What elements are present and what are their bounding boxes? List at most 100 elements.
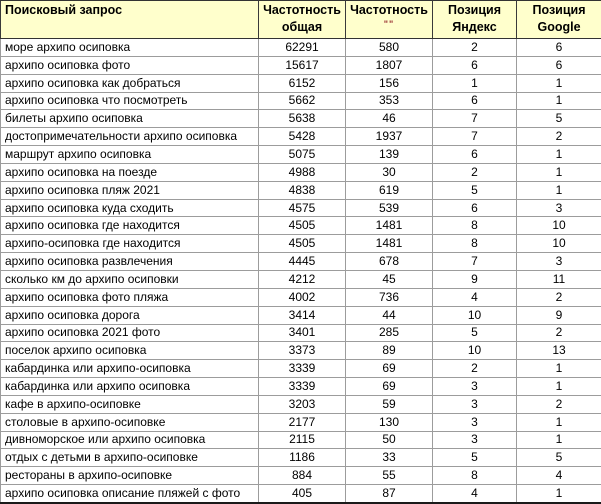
cell-frequency-total[interactable]: 4002 [259,288,346,306]
cell-query[interactable]: архипо осиповка описание пляжей с фото [1,485,259,503]
cell-position-yandex[interactable]: 3 [433,431,517,449]
cell-frequency-total[interactable]: 15617 [259,56,346,74]
cell-query[interactable]: маршрут архипо осиповка [1,146,259,164]
cell-frequency-total[interactable]: 4575 [259,199,346,217]
cell-position-yandex[interactable]: 8 [433,217,517,235]
cell-frequency-quoted[interactable]: 1807 [346,56,433,74]
cell-frequency-total[interactable]: 2115 [259,431,346,449]
cell-position-google[interactable]: 9 [517,306,601,324]
cell-position-google[interactable]: 2 [517,128,601,146]
cell-query[interactable]: архипо осиповка пляж 2021 [1,181,259,199]
cell-position-google[interactable]: 1 [517,378,601,396]
cell-position-yandex[interactable]: 9 [433,270,517,288]
cell-query[interactable]: архипо осиповка дорога [1,306,259,324]
cell-position-google[interactable]: 10 [517,217,601,235]
cell-position-google[interactable]: 3 [517,199,601,217]
cell-position-yandex[interactable]: 7 [433,110,517,128]
cell-frequency-quoted[interactable]: 50 [346,431,433,449]
cell-query[interactable]: отдых с детьми в архипо-осиповке [1,449,259,467]
cell-frequency-quoted[interactable]: 33 [346,449,433,467]
cell-frequency-total[interactable]: 1186 [259,449,346,467]
cell-position-yandex[interactable]: 3 [433,378,517,396]
cell-frequency-total[interactable]: 5428 [259,128,346,146]
cell-position-google[interactable]: 2 [517,324,601,342]
cell-query[interactable]: архипо осиповка как добраться [1,74,259,92]
cell-frequency-total[interactable]: 5662 [259,92,346,110]
cell-position-google[interactable]: 1 [517,485,601,503]
cell-position-google[interactable]: 1 [517,360,601,378]
cell-position-google[interactable]: 6 [517,56,601,74]
cell-position-yandex[interactable]: 8 [433,235,517,253]
cell-position-google[interactable]: 3 [517,253,601,271]
cell-position-google[interactable]: 10 [517,235,601,253]
cell-position-google[interactable]: 4 [517,467,601,485]
cell-frequency-quoted[interactable]: 69 [346,360,433,378]
cell-position-yandex[interactable]: 2 [433,39,517,57]
cell-query[interactable]: архипо осиповка на поезде [1,163,259,181]
cell-frequency-quoted[interactable]: 1481 [346,217,433,235]
cell-position-yandex[interactable]: 8 [433,467,517,485]
cell-frequency-quoted[interactable]: 46 [346,110,433,128]
cell-query[interactable]: архипо осиповка 2021 фото [1,324,259,342]
cell-query[interactable]: архипо осиповка развлечения [1,253,259,271]
cell-query[interactable]: кабардинка или архипо осиповка [1,378,259,396]
cell-position-yandex[interactable]: 5 [433,324,517,342]
cell-frequency-total[interactable]: 5638 [259,110,346,128]
cell-position-yandex[interactable]: 10 [433,306,517,324]
cell-frequency-total[interactable]: 3414 [259,306,346,324]
cell-position-yandex[interactable]: 6 [433,56,517,74]
cell-frequency-total[interactable]: 4505 [259,217,346,235]
cell-frequency-quoted[interactable]: 89 [346,342,433,360]
cell-query[interactable]: архипо осиповка фото пляжа [1,288,259,306]
cell-frequency-total[interactable]: 884 [259,467,346,485]
cell-position-google[interactable]: 1 [517,181,601,199]
cell-query[interactable]: архипо осиповка фото [1,56,259,74]
cell-position-google[interactable]: 1 [517,92,601,110]
cell-query[interactable]: билеты архипо осиповка [1,110,259,128]
cell-query[interactable]: море архипо осиповка [1,39,259,57]
cell-position-google[interactable]: 5 [517,449,601,467]
cell-frequency-total[interactable]: 4212 [259,270,346,288]
column-header-position-yandex[interactable]: Позиция Яндекс [433,1,517,39]
cell-frequency-total[interactable]: 3339 [259,378,346,396]
cell-query[interactable]: столовые в архипо-осиповке [1,413,259,431]
cell-position-google[interactable]: 13 [517,342,601,360]
cell-frequency-quoted[interactable]: 736 [346,288,433,306]
cell-position-yandex[interactable]: 2 [433,360,517,378]
cell-frequency-quoted[interactable]: 580 [346,39,433,57]
cell-frequency-quoted[interactable]: 59 [346,395,433,413]
column-header-frequency-total[interactable]: Частотность общая [259,1,346,39]
cell-frequency-quoted[interactable]: 285 [346,324,433,342]
cell-frequency-quoted[interactable]: 130 [346,413,433,431]
cell-frequency-quoted[interactable]: 44 [346,306,433,324]
cell-frequency-quoted[interactable]: 87 [346,485,433,503]
cell-position-yandex[interactable]: 10 [433,342,517,360]
cell-position-yandex[interactable]: 6 [433,199,517,217]
cell-query[interactable]: кафе в архипо-осиповке [1,395,259,413]
cell-query[interactable]: архипо осиповка куда сходить [1,199,259,217]
column-header-query[interactable]: Поисковый запрос [1,1,259,39]
cell-position-yandex[interactable]: 7 [433,128,517,146]
cell-frequency-quoted[interactable]: 619 [346,181,433,199]
cell-position-google[interactable]: 1 [517,74,601,92]
cell-frequency-quoted[interactable]: 30 [346,163,433,181]
cell-frequency-quoted[interactable]: 156 [346,74,433,92]
cell-query[interactable]: архипо-осиповка где находится [1,235,259,253]
column-header-frequency-quoted[interactable]: Частотность "" [346,1,433,39]
cell-frequency-total[interactable]: 5075 [259,146,346,164]
cell-position-google[interactable]: 1 [517,146,601,164]
cell-query[interactable]: сколько км до архипо осиповки [1,270,259,288]
cell-frequency-total[interactable]: 3339 [259,360,346,378]
cell-position-yandex[interactable]: 6 [433,146,517,164]
cell-position-yandex[interactable]: 4 [433,288,517,306]
cell-position-yandex[interactable]: 4 [433,485,517,503]
cell-frequency-total[interactable]: 62291 [259,39,346,57]
cell-query[interactable]: поселок архипо осиповка [1,342,259,360]
cell-position-yandex[interactable]: 7 [433,253,517,271]
cell-position-google[interactable]: 11 [517,270,601,288]
cell-frequency-quoted[interactable]: 678 [346,253,433,271]
column-header-position-google[interactable]: Позиция Google [517,1,601,39]
cell-frequency-quoted[interactable]: 45 [346,270,433,288]
cell-frequency-quoted[interactable]: 1481 [346,235,433,253]
cell-frequency-total[interactable]: 3203 [259,395,346,413]
